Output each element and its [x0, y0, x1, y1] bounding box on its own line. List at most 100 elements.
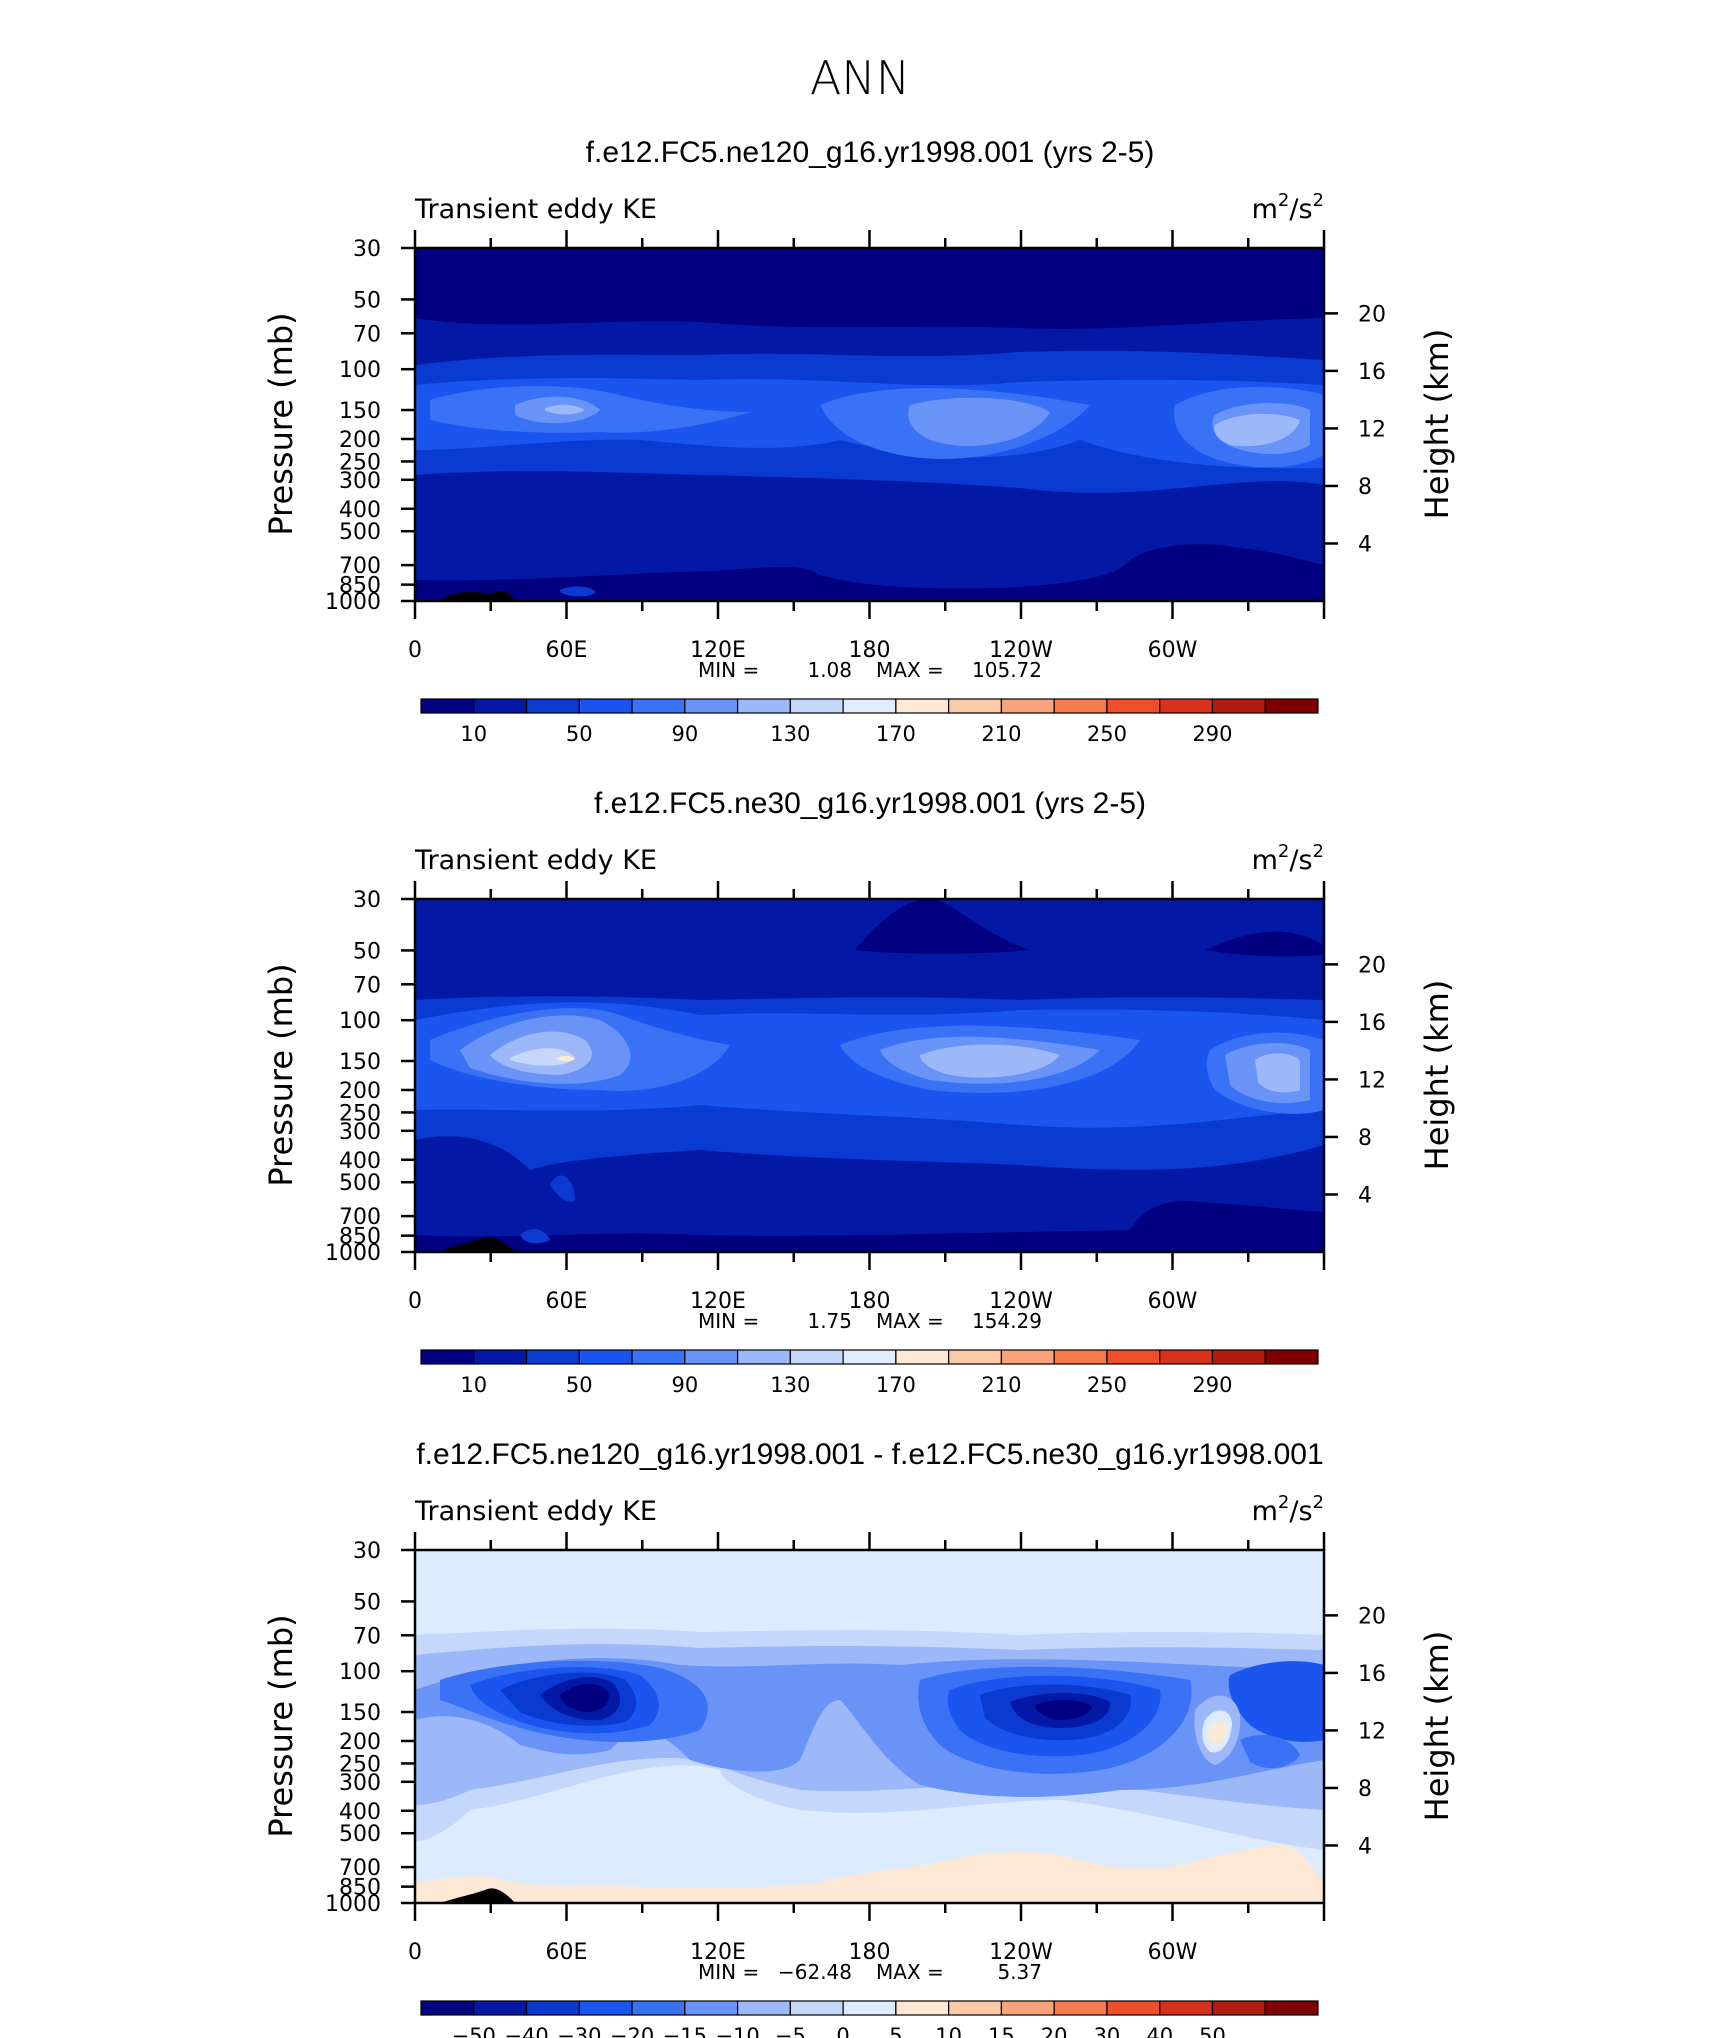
pressure-tick-label: 850: [339, 1876, 381, 1901]
pressure-tick-label: 70: [353, 322, 381, 347]
colorbar-swatch: [684, 1349, 739, 1365]
lon-tick-label: 120E: [690, 638, 746, 663]
colorbar-label: −20: [610, 2024, 654, 2038]
pressure-tick-label: 150: [339, 399, 381, 424]
colorbar-swatch: [420, 1349, 475, 1365]
lon-tick-label: 120W: [989, 1289, 1053, 1314]
colorbar-label: 5: [889, 2024, 902, 2038]
panel-2-ylabel: Pressure (mb): [262, 963, 300, 1186]
colorbar-swatch: [1000, 1349, 1055, 1365]
colorbar-swatch: [420, 698, 475, 714]
panel-2-title: f.e12.FC5.ne30_g16.yr1998.001 (yrs 2-5): [594, 787, 1146, 820]
colorbar-swatch: [1159, 1349, 1214, 1365]
pressure-tick-label: 100: [339, 1660, 381, 1685]
colorbar-swatch: [525, 2000, 580, 2016]
panel-1-min-value: 1.08: [807, 658, 852, 682]
colorbar-swatch: [1053, 1349, 1108, 1365]
pressure-tick-label: 300: [339, 1771, 381, 1796]
panel-2-units: m2/s2: [1252, 841, 1324, 876]
colorbar-swatch: [578, 1349, 633, 1365]
panel-3-min-label: MIN =: [698, 1960, 759, 1984]
colorbar-swatch: [1264, 2000, 1319, 2016]
colorbar-swatch: [684, 698, 739, 714]
lon-tick-label: 120W: [989, 1940, 1053, 1965]
colorbar-label: 130: [770, 1373, 810, 1397]
pressure-tick-label: 30: [353, 888, 381, 913]
pressure-tick-label: 150: [339, 1050, 381, 1075]
pressure-tick-label: 100: [339, 358, 381, 383]
colorbar-label: 50: [566, 722, 593, 746]
colorbar-label: 250: [1087, 722, 1127, 746]
panel-1-title: f.e12.FC5.ne120_g16.yr1998.001 (yrs 2-5): [586, 136, 1155, 169]
figure-title: ANN: [810, 51, 910, 105]
panel-2-max-label: MAX =: [876, 1309, 944, 1333]
colorbar-swatch: [1159, 2000, 1214, 2016]
panel-1-max-value: 105.72: [972, 658, 1042, 682]
colorbar-swatch: [895, 2000, 950, 2016]
colorbar-swatch: [736, 2000, 791, 2016]
colorbar-label: 290: [1192, 1373, 1232, 1397]
colorbar-label: 50: [566, 1373, 593, 1397]
lon-tick-label: 60W: [1148, 638, 1198, 663]
height-tick-label: 12: [1358, 417, 1386, 442]
colorbar-swatch: [1053, 698, 1108, 714]
pressure-tick-label: 1000: [325, 1241, 381, 1266]
lon-tick-label: 60E: [546, 1289, 588, 1314]
height-tick-label: 8: [1358, 1777, 1372, 1802]
colorbar-swatch: [895, 1349, 950, 1365]
colorbar-label: 10: [460, 722, 487, 746]
panel-3-title: f.e12.FC5.ne120_g16.yr1998.001 - f.e12.F…: [416, 1438, 1323, 1471]
colorbar-swatch: [842, 2000, 897, 2016]
colorbar-swatch: [578, 2000, 633, 2016]
colorbar-swatch: [1264, 698, 1319, 714]
colorbar-label: −5: [775, 2024, 806, 2038]
colorbar-swatch: [842, 698, 897, 714]
colorbar-swatch: [1106, 1349, 1161, 1365]
pressure-tick-label: 500: [339, 1822, 381, 1847]
panel-3-field: [415, 1550, 1324, 1903]
colorbar-label: 170: [876, 722, 916, 746]
height-tick-label: 16: [1358, 1662, 1386, 1687]
colorbar-swatch: [1211, 2000, 1266, 2016]
panel-3-max-label: MAX =: [876, 1960, 944, 1984]
colorbar-swatch: [631, 1349, 686, 1365]
panel-3-max-value: 5.37: [997, 1960, 1042, 1984]
colorbar-swatch: [631, 698, 686, 714]
lon-tick-label: 180: [849, 1940, 891, 1965]
panel-2-x-axis: 0 60E 120E 180 120W 60W: [408, 881, 1326, 1314]
height-tick-label: 20: [1358, 1604, 1386, 1629]
colorbar-swatch: [1053, 2000, 1108, 2016]
pressure-tick-label: 700: [339, 554, 381, 579]
height-tick-label: 4: [1358, 1183, 1372, 1208]
pressure-tick-label: 300: [339, 1120, 381, 1145]
colorbar-label: 10: [460, 1373, 487, 1397]
height-tick-label: 8: [1358, 475, 1372, 500]
colorbar-swatch: [736, 698, 791, 714]
colorbar-label: 90: [671, 1373, 698, 1397]
colorbar-swatch: [631, 2000, 686, 2016]
colorbar-label: 90: [671, 722, 698, 746]
lon-tick-label: 180: [849, 1289, 891, 1314]
colorbar-label: 20: [1041, 2024, 1068, 2038]
pressure-tick-label: 850: [339, 574, 381, 599]
pressure-tick-label: 70: [353, 1624, 381, 1649]
pressure-tick-label: 250: [339, 1101, 381, 1126]
pressure-tick-label: 100: [339, 1009, 381, 1034]
colorbar-label: 15: [988, 2024, 1015, 2038]
colorbar-swatch: [1159, 698, 1214, 714]
colorbar-swatch: [420, 2000, 475, 2016]
pressure-tick-label: 700: [339, 1205, 381, 1230]
panel-3-right-axis: 20 16 12 8 4: [1324, 1604, 1386, 1859]
colorbar-label: −30: [557, 2024, 601, 2038]
pressure-tick-label: 150: [339, 1701, 381, 1726]
pressure-tick-label: 500: [339, 1171, 381, 1196]
colorbar-swatch: [525, 698, 580, 714]
panel-3-x-axis: 0 60E 120E 180 120W 60W: [408, 1532, 1326, 1965]
colorbar-label: 50: [1199, 2024, 1226, 2038]
panel-2-ylabel-right: Height (km): [1418, 980, 1456, 1171]
panel-2-right-axis: 20 16 12 8 4: [1324, 953, 1386, 1208]
lon-tick-label: 180: [849, 638, 891, 663]
pressure-tick-label: 30: [353, 1539, 381, 1564]
pressure-tick-label: 250: [339, 450, 381, 475]
